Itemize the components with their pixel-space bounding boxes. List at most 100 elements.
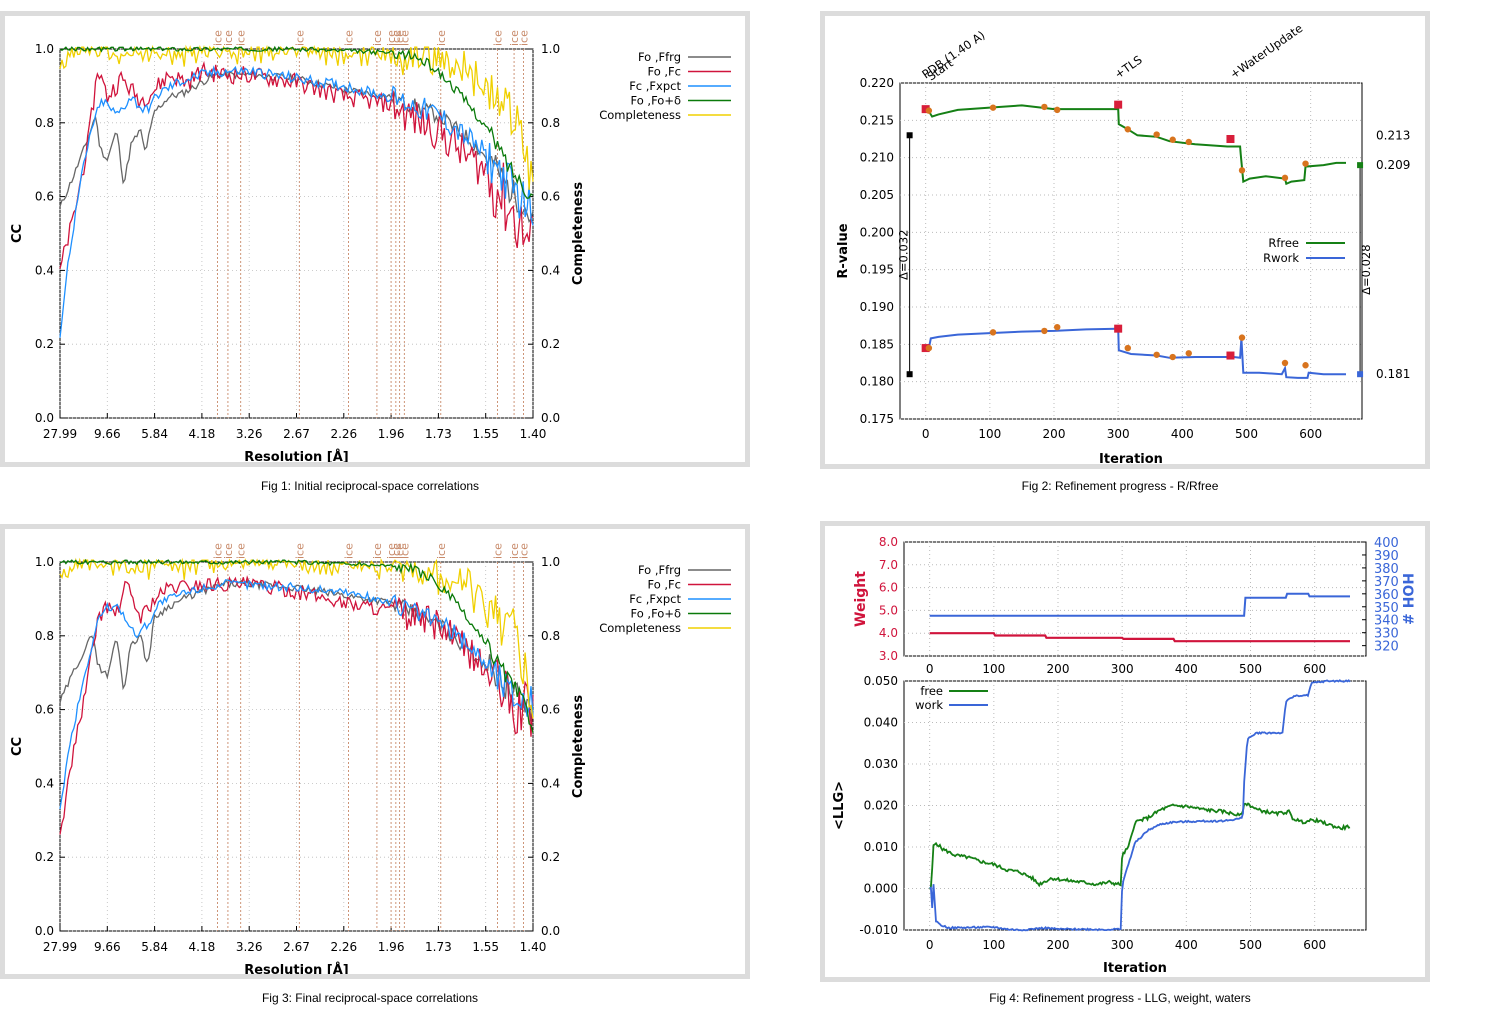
macro-cycle-marker [1054, 106, 1061, 114]
fig1-caption: Fig 1: Initial reciprocal-space correlat… [260, 479, 480, 493]
weight-tick-label: 6.0 [879, 581, 898, 595]
y-tick-label: 0.195 [860, 263, 894, 277]
ice-ring-label: ice [435, 30, 448, 46]
legend-label: Completeness [599, 108, 681, 122]
macro-cycle-marker [1054, 323, 1061, 331]
hoh-tick-label: 380 [1374, 562, 1399, 577]
top-plot-frame [903, 541, 1367, 657]
ice-ring-label: ice [390, 543, 403, 559]
y-tick-label: 0.2 [35, 337, 54, 351]
y2-tick-label: 0.2 [541, 337, 560, 351]
x-tick-label: 0 [926, 938, 934, 952]
legend-label: work [915, 698, 943, 712]
x-tick-label: 9.66 [94, 940, 121, 954]
x-tick-label: 2.26 [330, 940, 357, 954]
macro-cycle-marker [1041, 103, 1048, 111]
ice-ring-label: ice [518, 30, 531, 46]
series-line-1 [59, 60, 534, 269]
x-tick-label: 500 [1235, 427, 1258, 441]
ice-ring-label: ice [394, 30, 407, 46]
series-line-0 [59, 69, 534, 223]
hoh-tick-label: 360 [1374, 588, 1399, 603]
weight-axis-label: Weight [853, 571, 869, 627]
x-tick-label: 2.67 [283, 940, 310, 954]
final-r-value-label: 0.209 [1376, 158, 1410, 172]
macro-cycle-marker [925, 107, 933, 114]
x-tick-label: 300 [1111, 938, 1134, 952]
y-tick-label: 1.0 [35, 555, 54, 569]
ice-ring-label: ice [508, 30, 521, 46]
ice-ring-label: ice [508, 543, 521, 559]
x-tick-label: 4.18 [189, 427, 216, 441]
y-tick-label: 0.185 [860, 337, 894, 351]
y-tick-label: 0.215 [860, 113, 894, 127]
x-tick-label: 1.73 [425, 427, 452, 441]
x-tick-label: 9.66 [94, 427, 121, 441]
ice-ring-label: ice [385, 30, 398, 46]
macro-cycle-marker [1169, 136, 1176, 143]
x-tick-label: 500 [1239, 938, 1262, 952]
macro-cycle-marker [989, 104, 997, 111]
ice-ring-label: ice [235, 30, 248, 46]
x-tick-label: 300 [1111, 662, 1134, 676]
iteration-annotation: +WaterUpdate [1227, 21, 1305, 81]
y-axis-label: <LLG> [832, 781, 847, 830]
ice-ring-label: ice [492, 543, 505, 559]
weight-tick-label: 5.0 [879, 603, 898, 617]
y2-tick-label: 0.6 [541, 190, 560, 204]
x-tick-label: 400 [1175, 938, 1198, 952]
x-tick-label: 3.26 [236, 427, 263, 441]
y-axis-label: CC [10, 737, 25, 756]
y-tick-label: 0.180 [860, 375, 894, 389]
y-tick-label: 0.200 [860, 225, 894, 239]
legend-label: Fo ,Fc [648, 578, 682, 592]
delta-left-bottom [906, 371, 913, 378]
final-r-value-label: 0.181 [1376, 367, 1410, 381]
x-axis-label: Resolution [Å] [244, 962, 349, 974]
x-axis-label: Resolution [Å] [244, 449, 349, 462]
macro-cycle-marker [1238, 334, 1246, 341]
weight-tick-label: 3.0 [879, 649, 898, 663]
legend-label: Completeness [599, 621, 681, 635]
hoh-tick-label: 350 [1374, 601, 1399, 616]
fig2-panel: 0 100 200 300 400 500 600 0.175 0.180 0.185 0.190 0… [820, 11, 1430, 469]
y-tick-label: 0.030 [864, 757, 898, 771]
delta-right-bottom [1357, 371, 1364, 378]
ice-ring-label: ice [222, 543, 235, 559]
ice-ring-label: ice [343, 543, 356, 559]
hoh-tick-label: 390 [1374, 549, 1399, 564]
legend-label: Rfree [1268, 236, 1299, 250]
x-tick-label: 100 [978, 427, 1001, 441]
fig3-caption: Fig 3: Final reciprocal-space correlatio… [261, 991, 479, 1005]
y2-tick-label: 0.4 [541, 776, 560, 790]
ice-ring-label: ice [212, 543, 225, 559]
rwork-line [925, 327, 1346, 379]
x-tick-label: 1.73 [425, 940, 452, 954]
y-tick-label: 0.2 [35, 850, 54, 864]
free-llg-line [928, 802, 1351, 890]
ice-ring-label: ice [293, 30, 306, 46]
milestone-marker [921, 105, 930, 114]
x-tick-label: 200 [1047, 662, 1070, 676]
x-tick-label: 500 [1239, 662, 1262, 676]
ice-ring-label: ice [343, 30, 356, 46]
weight-line [929, 632, 1350, 643]
hoh-line [929, 592, 1350, 617]
y2-tick-label: 0.2 [541, 850, 560, 864]
y-tick-label: 0.205 [860, 188, 894, 202]
fig4-caption: Fig 4: Refinement progress - LLG, weight… [989, 991, 1251, 1005]
macro-cycle-marker [989, 329, 997, 336]
x-tick-label: 1.40 [520, 427, 547, 441]
x-tick-label: 1.40 [520, 940, 547, 954]
y2-tick-label: 1.0 [541, 42, 560, 56]
milestone-marker [1114, 100, 1123, 109]
y-tick-label: 0.0 [35, 411, 54, 425]
fig2-chart: 0 100 200 300 400 500 600 0.175 0.180 0.185 0.190 0… [836, 21, 1410, 464]
y2-tick-label: 0.8 [541, 629, 560, 643]
legend-label: free [920, 684, 943, 698]
x-tick-label: 5.84 [141, 427, 168, 441]
legend-label: Fc ,Fxpct [629, 79, 681, 93]
x-tick-label: 27.99 [43, 940, 77, 954]
y2-tick-label: 0.6 [541, 703, 560, 717]
x-tick-label: 200 [1043, 427, 1066, 441]
